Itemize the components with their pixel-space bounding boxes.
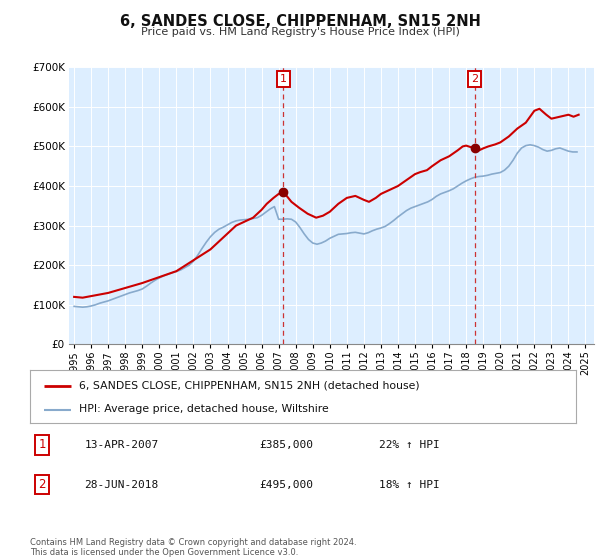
- Text: 1: 1: [280, 74, 287, 84]
- Text: 6, SANDES CLOSE, CHIPPENHAM, SN15 2NH: 6, SANDES CLOSE, CHIPPENHAM, SN15 2NH: [119, 14, 481, 29]
- Text: £385,000: £385,000: [259, 440, 313, 450]
- Text: 28-JUN-2018: 28-JUN-2018: [85, 479, 159, 489]
- Text: 2: 2: [471, 74, 478, 84]
- Text: £495,000: £495,000: [259, 479, 313, 489]
- Text: Contains HM Land Registry data © Crown copyright and database right 2024.
This d: Contains HM Land Registry data © Crown c…: [30, 538, 356, 557]
- Text: 2: 2: [38, 478, 46, 491]
- Text: 18% ↑ HPI: 18% ↑ HPI: [379, 479, 440, 489]
- Text: 13-APR-2007: 13-APR-2007: [85, 440, 159, 450]
- Text: 22% ↑ HPI: 22% ↑ HPI: [379, 440, 440, 450]
- Text: HPI: Average price, detached house, Wiltshire: HPI: Average price, detached house, Wilt…: [79, 404, 329, 414]
- Text: Price paid vs. HM Land Registry's House Price Index (HPI): Price paid vs. HM Land Registry's House …: [140, 27, 460, 37]
- Text: 6, SANDES CLOSE, CHIPPENHAM, SN15 2NH (detached house): 6, SANDES CLOSE, CHIPPENHAM, SN15 2NH (d…: [79, 381, 420, 390]
- Text: 1: 1: [38, 438, 46, 451]
